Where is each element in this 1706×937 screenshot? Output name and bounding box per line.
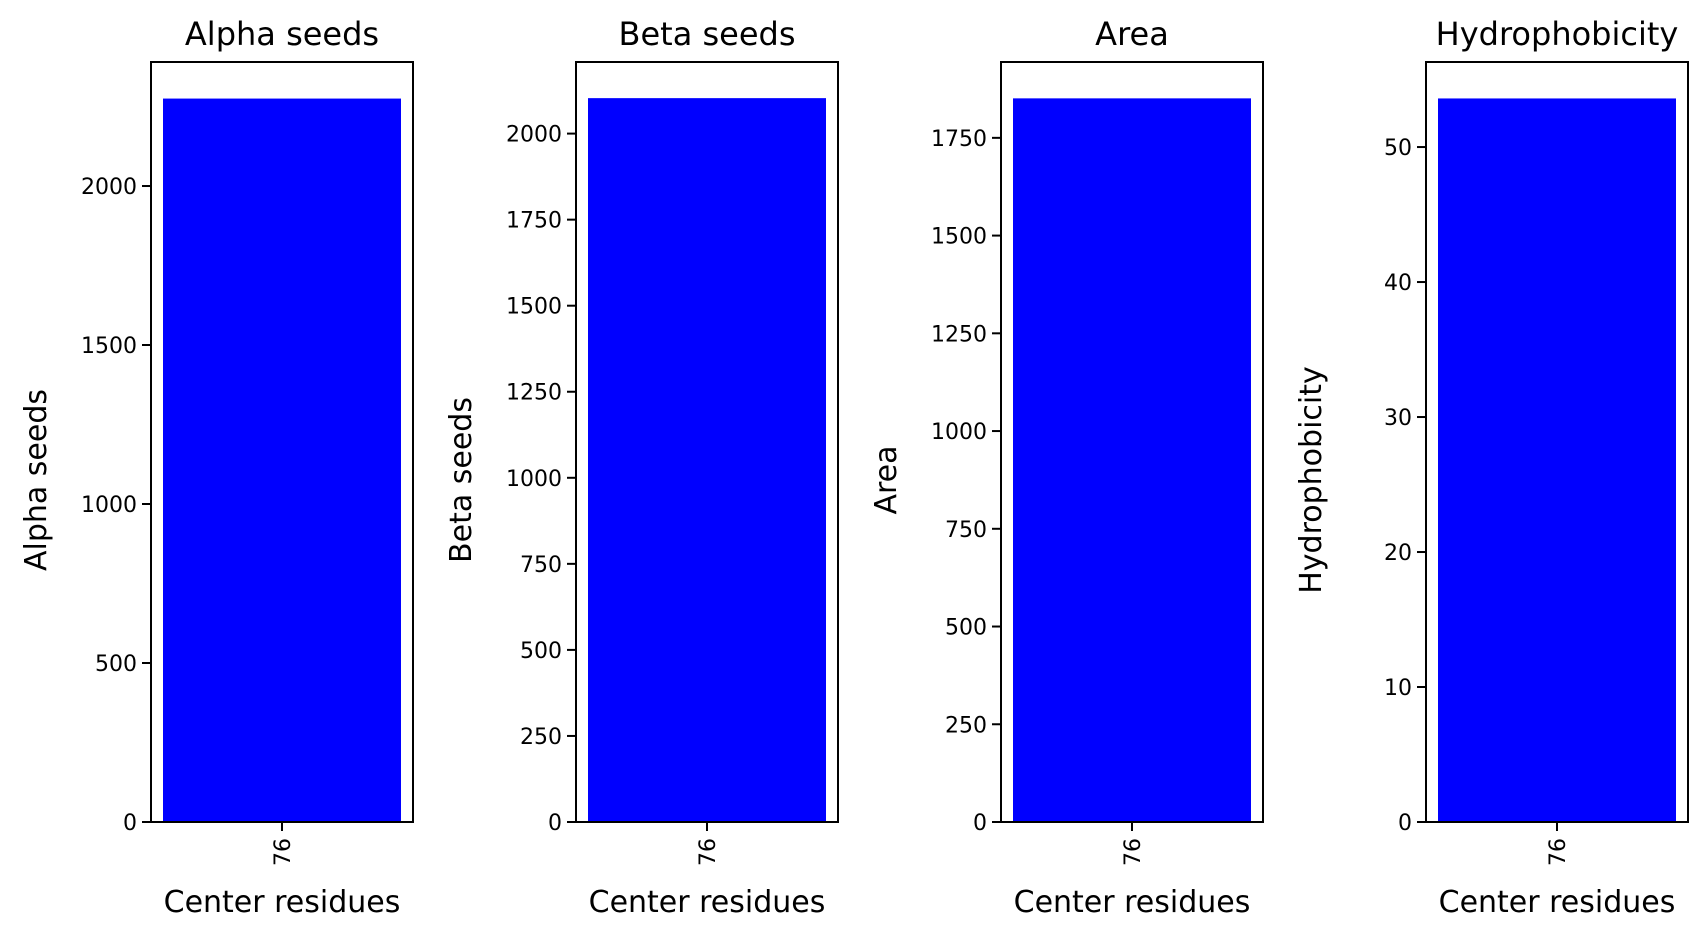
y-tick-label: 1500 [81,334,137,359]
bar-76 [1013,98,1251,822]
y-axis-label: Beta seeds [444,397,479,563]
y-tick-label: 250 [945,713,987,738]
x-axis-label: Center residues [1014,885,1251,920]
x-axis-label: Center residues [589,885,826,920]
chart-title: Alpha seeds [185,15,379,53]
bar-76 [1438,98,1676,822]
y-tick-label: 20 [1384,541,1412,566]
bar-76 [588,98,826,823]
y-tick-label: 40 [1384,271,1412,296]
y-tick-label: 1250 [931,322,987,347]
chart-panel-3: 0 250 500 750 1000 1250 1500 1750 76 Area Center r… [869,15,1264,920]
y-tick-label: 1500 [506,295,562,320]
y-tick-label: 500 [95,652,137,677]
chart-panel-4: 0 10 20 30 40 50 76 Hydrophobicity Center residu… [1294,15,1689,920]
y-tick-label: 750 [520,553,562,578]
y-tick-label: 1000 [931,420,987,445]
y-tick-label: 500 [945,616,987,641]
chart-title: Hydrophobicity [1436,15,1679,53]
chart-title: Beta seeds [619,15,796,53]
y-tick-label: 1750 [931,127,987,152]
y-tick-label: 1000 [81,493,137,518]
y-tick-label: 250 [520,725,562,750]
chart-panel-1: 0 500 1000 1500 2000 76 Alpha seeds Center resi… [19,15,414,920]
chart-title: Area [1095,15,1169,53]
x-tick-label: 76 [1546,838,1571,866]
x-tick-label: 76 [696,838,721,866]
x-tick-label: 76 [271,838,296,866]
x-axis-label: Center residues [1439,885,1676,920]
y-tick-label: 0 [973,811,987,836]
bar-76 [163,98,401,823]
y-tick-label: 1500 [931,225,987,250]
y-axis-label: Alpha seeds [19,389,54,571]
y-axis-label: Hydrophobicity [1294,366,1329,594]
y-tick-label: 750 [945,518,987,543]
y-tick-label: 30 [1384,406,1412,431]
y-tick-label: 2000 [81,175,137,200]
y-tick-label: 1000 [506,467,562,492]
y-axis-label: Area [869,445,904,514]
y-tick-label: 1750 [506,209,562,234]
x-tick-label: 76 [1121,838,1146,866]
y-tick-label: 1250 [506,381,562,406]
y-tick-label: 50 [1384,136,1412,161]
y-tick-label: 0 [548,811,562,836]
y-tick-label: 0 [123,811,137,836]
y-tick-label: 10 [1384,676,1412,701]
x-axis-label: Center residues [164,885,401,920]
chart-panel-2: 0 250 500 750 1000 1250 1500 1750 2000 76 Beta see… [444,15,839,920]
y-tick-label: 0 [1398,811,1412,836]
y-tick-label: 2000 [506,123,562,148]
y-tick-label: 500 [520,639,562,664]
